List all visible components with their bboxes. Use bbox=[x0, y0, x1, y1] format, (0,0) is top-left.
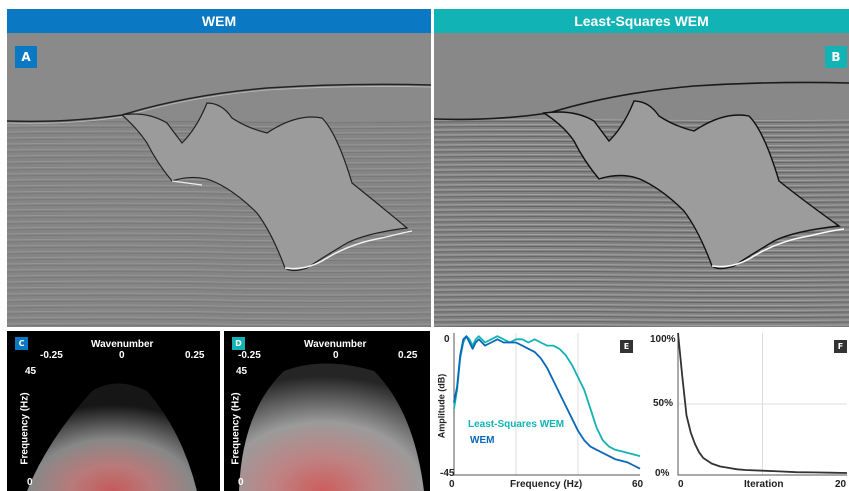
spectrum-image-lswem bbox=[239, 363, 424, 491]
series-line-least-squares-wem bbox=[453, 335, 641, 457]
seismic-panel-lswem: B bbox=[434, 33, 849, 327]
amplitude-x-left: 0 bbox=[449, 479, 455, 490]
header-wem-title: WEM bbox=[201, 13, 237, 29]
convergence-xlabel: Iteration bbox=[744, 479, 784, 490]
spectrum-d-ylabel: Frequency (Hz) bbox=[230, 392, 242, 465]
spectrum-panel-lswem: D Wavenumber -0.25 0 0.25 45 0 Frequency… bbox=[224, 331, 430, 491]
header-lswem-title: Least-Squares WEM bbox=[574, 13, 709, 29]
amplitude-chart bbox=[453, 333, 641, 476]
spectrum-d-tick-left: -0.25 bbox=[238, 350, 261, 361]
convergence-x-left: 0 bbox=[678, 479, 684, 490]
spectrum-d-y-bottom: 0 bbox=[238, 477, 244, 488]
header-wem: WEM bbox=[7, 9, 431, 33]
convergence-x-right: 20 bbox=[835, 479, 847, 490]
chart-axes bbox=[677, 333, 847, 476]
spectrum-c-tick-right: 0.25 bbox=[185, 350, 205, 361]
convergence-chart bbox=[677, 332, 848, 476]
spectrum-d-title: Wavenumber bbox=[304, 339, 367, 350]
spectrum-c-tick-mid: 0 bbox=[119, 350, 125, 361]
convergence-chart-panel: F 100% 50% 0% 0 20 Iteration bbox=[648, 331, 849, 491]
panel-label-a-text: A bbox=[21, 50, 31, 64]
panel-label-b-text: B bbox=[831, 50, 841, 64]
spectrum-c-title: Wavenumber bbox=[91, 339, 154, 350]
convergence-y-bottom: 0% bbox=[655, 468, 670, 479]
spectrum-d-tick-mid: 0 bbox=[333, 350, 339, 361]
chart-axes bbox=[453, 333, 640, 476]
panel-label-f-text: F bbox=[837, 342, 844, 351]
panel-label-d-text: D bbox=[235, 339, 242, 348]
seismic-image-lswem bbox=[434, 33, 849, 327]
spectrum-c-y-top: 45 bbox=[25, 366, 37, 377]
spectrum-c-ylabel: Frequency (Hz) bbox=[19, 392, 31, 465]
amplitude-xlabel: Frequency (Hz) bbox=[510, 479, 583, 490]
seismic-image-wem bbox=[7, 33, 431, 327]
spectrum-panel-wem: C Wavenumber -0.25 0 0.25 45 0 Frequency… bbox=[7, 331, 220, 491]
spectrum-c-y-bottom: 0 bbox=[27, 477, 33, 488]
panel-label-b: B bbox=[825, 46, 847, 68]
spectrum-image-wem bbox=[27, 383, 197, 491]
panel-label-c-text: C bbox=[18, 339, 25, 348]
panel-label-d: D bbox=[232, 337, 245, 350]
panel-label-e: E bbox=[620, 340, 633, 353]
series-line-0 bbox=[677, 332, 848, 474]
legend-wem: WEM bbox=[470, 435, 495, 446]
amplitude-ylabel: Amplitude (dB) bbox=[436, 373, 447, 439]
spectrum-c-tick-left: -0.25 bbox=[40, 350, 63, 361]
convergence-y-top: 100% bbox=[650, 334, 676, 345]
spectrum-d-tick-right: 0.25 bbox=[398, 350, 418, 361]
header-lswem: Least-Squares WEM bbox=[434, 9, 849, 33]
panel-label-c: C bbox=[15, 337, 28, 350]
panel-label-a: A bbox=[15, 46, 37, 68]
amplitude-chart-panel: E 0 -45 Amplitude (dB) 0 60 Frequency (H… bbox=[434, 331, 646, 491]
amplitude-x-right: 60 bbox=[632, 479, 644, 490]
convergence-y-mid: 50% bbox=[653, 398, 674, 409]
panel-label-e-text: E bbox=[623, 342, 630, 351]
panel-label-f: F bbox=[834, 340, 847, 353]
series-line-wem bbox=[453, 335, 641, 470]
amplitude-y-bottom: -45 bbox=[440, 468, 455, 479]
legend-lswem: Least-Squares WEM bbox=[468, 419, 565, 430]
seismic-panel-wem: A bbox=[7, 33, 431, 327]
amplitude-y-top: 0 bbox=[444, 334, 450, 345]
spectrum-d-y-top: 45 bbox=[236, 366, 248, 377]
